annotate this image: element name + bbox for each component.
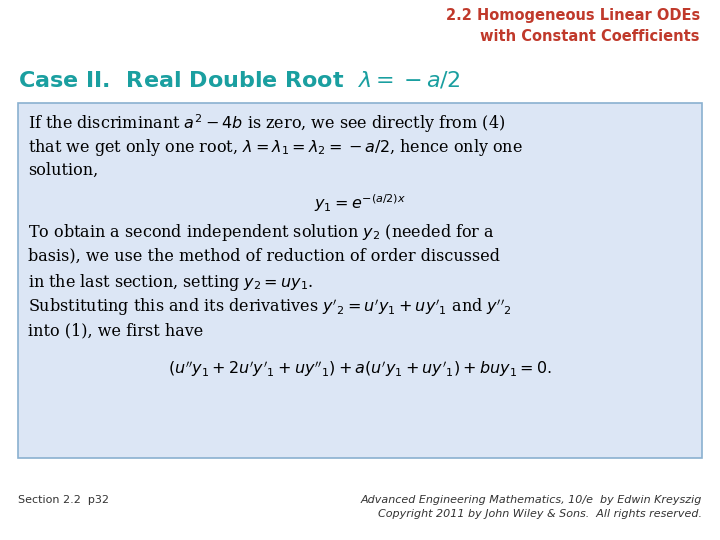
Text: Case II.  Real Double Root  $\lambda = -a/2$: Case II. Real Double Root $\lambda = -a/…	[18, 70, 460, 91]
Text: in the last section, setting $y_2 = uy_1$.: in the last section, setting $y_2 = uy_1…	[28, 272, 313, 293]
Text: $y_1 = e^{-(a/2)x}$: $y_1 = e^{-(a/2)x}$	[314, 192, 406, 214]
Text: into (1), we first have: into (1), we first have	[28, 322, 203, 339]
Text: that we get only one root, $\lambda = \lambda_1 = \lambda_2 = -a/2$, hence only : that we get only one root, $\lambda = \l…	[28, 137, 523, 158]
Text: Section 2.2  p32: Section 2.2 p32	[18, 495, 109, 505]
FancyBboxPatch shape	[18, 103, 702, 458]
Text: If the discriminant $a^2 - 4b$ is zero, we see directly from (4): If the discriminant $a^2 - 4b$ is zero, …	[28, 112, 505, 134]
Text: $(u''y_1 + 2u'y'_1 + uy''_1) + a(u'y_1 + uy'_1) + buy_1 = 0.$: $(u''y_1 + 2u'y'_1 + uy''_1) + a(u'y_1 +…	[168, 359, 552, 379]
Text: basis), we use the method of reduction of order discussed: basis), we use the method of reduction o…	[28, 247, 500, 264]
Text: solution,: solution,	[28, 162, 98, 179]
Text: To obtain a second independent solution $y_2$ (needed for a: To obtain a second independent solution …	[28, 222, 495, 243]
Text: 2.2 Homogeneous Linear ODEs
with Constant Coefficients: 2.2 Homogeneous Linear ODEs with Constan…	[446, 8, 700, 44]
Text: Substituting this and its derivatives $y'_2 = u'y_1 + uy'_1$ and $y''_2$: Substituting this and its derivatives $y…	[28, 297, 512, 318]
Text: Advanced Engineering Mathematics, 10/e  by Edwin Kreyszig
Copyright 2011 by John: Advanced Engineering Mathematics, 10/e b…	[361, 495, 702, 519]
